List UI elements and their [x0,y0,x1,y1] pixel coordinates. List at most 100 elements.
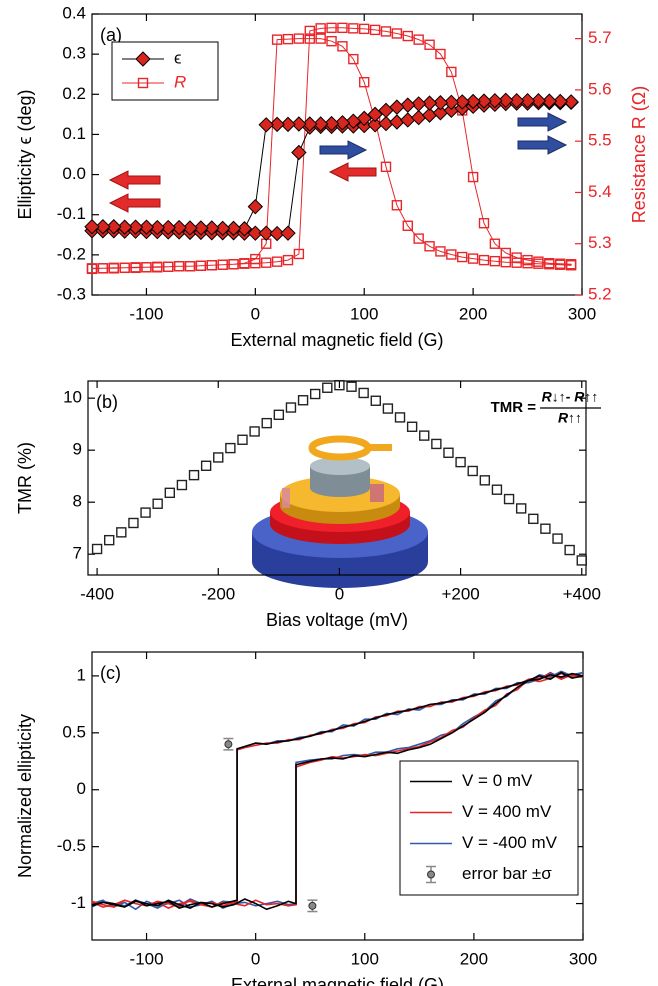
x-tick-label: -400 [80,584,114,603]
legend-label: R [174,72,186,91]
x-tick-label: 0 [251,949,260,968]
marker-diamond [312,116,329,132]
y-axis-label: Normalized ellipticity [15,714,35,878]
marker-square [249,426,260,437]
marker-square [500,256,511,268]
marker-square [391,28,403,39]
marker-diamond [269,225,285,242]
marker-diamond [149,219,166,236]
error-point [308,901,317,910]
marker-square [522,258,533,269]
marker-square [322,382,333,393]
marker-square [479,475,491,486]
marker-diamond [291,144,307,161]
marker-square [108,263,119,274]
marker-square [261,257,272,268]
y-tick-label: -1 [71,893,86,912]
series-line [91,671,584,911]
marker-diamond [138,219,155,235]
marker-diamond [487,93,503,109]
marker-square [271,256,283,267]
marker-square [370,395,381,406]
marker-diamond [519,93,536,109]
marker-diamond [247,225,264,241]
marker-square [467,253,479,264]
arrow-left [108,170,161,190]
marker-diamond [204,220,220,236]
marker-diamond [563,94,579,110]
marker-square [467,171,479,183]
marker-square [565,260,577,271]
marker-square [402,30,413,42]
marker-diamond [247,198,264,215]
marker-diamond [193,220,209,236]
marker-square [443,447,454,458]
panel-label: (a) [100,25,122,45]
y-tick-label: 7 [73,544,82,563]
marker-square [282,33,294,45]
marker-diamond [269,116,285,133]
marker-square [431,438,442,450]
formula-denominator: R↑↑ [558,410,582,426]
marker-square [116,527,127,538]
marker-square [455,456,466,468]
marker-diamond [280,116,296,133]
marker-square [315,23,326,34]
marker-square [119,262,130,274]
y-tick-label: -0.1 [57,204,86,223]
formula-lhs: TMR = [491,399,537,416]
legend-label: V = 0 mV [462,771,533,790]
marker-diamond [410,109,427,126]
legend-label: error bar ±σ [462,864,552,883]
y2-tick-label: 5.4 [588,182,612,201]
marker-diamond [498,92,514,109]
marker-diamond [225,220,242,237]
marker-square [239,258,250,269]
y-tick-label: 0.4 [62,3,86,22]
x-tick-label: +200 [441,584,479,603]
marker-diamond [214,220,231,237]
x-axis-label: Bias voltage (mV) [266,610,408,630]
legend-label: ϵ [174,48,182,67]
marker-square [250,253,261,265]
series-line [91,672,584,909]
marker-square [141,262,152,273]
contact-pad [370,484,384,502]
legend-label: V = 400 mV [462,802,552,821]
device-inset [252,435,428,588]
marker-diamond [258,117,274,133]
marker-diamond [530,93,547,109]
marker-diamond [280,225,296,241]
y-tick-label: 0.1 [62,124,86,143]
x-tick-label: 300 [569,949,597,968]
marker-square [176,479,188,491]
marker-square [337,41,348,52]
marker-square [304,33,315,44]
marker-diamond [367,106,383,123]
y2-tick-label: 5.5 [588,131,612,150]
y2-tick-label: 5.2 [588,284,612,303]
marker-square [163,261,174,272]
marker-square [195,260,207,271]
marker-square [225,442,236,454]
marker-diamond [182,220,198,236]
arrow-right [517,112,568,132]
plot-frame [91,13,583,296]
y-tick-label: 8 [73,492,82,511]
marker-square [237,434,248,445]
arrow-right [517,135,568,155]
marker-square [86,263,98,275]
marker-square [228,259,239,270]
marker-diamond [127,219,144,235]
marker-diamond [106,219,122,235]
marker-square [544,259,555,270]
marker-square [273,409,285,421]
marker-diamond [508,93,525,109]
marker-square [128,517,139,529]
error-point [224,740,233,749]
marker-square [446,66,457,78]
marker-square [359,76,370,88]
x-tick-label: 100 [350,304,378,323]
marker-diamond [160,219,176,236]
marker-square [261,417,272,429]
